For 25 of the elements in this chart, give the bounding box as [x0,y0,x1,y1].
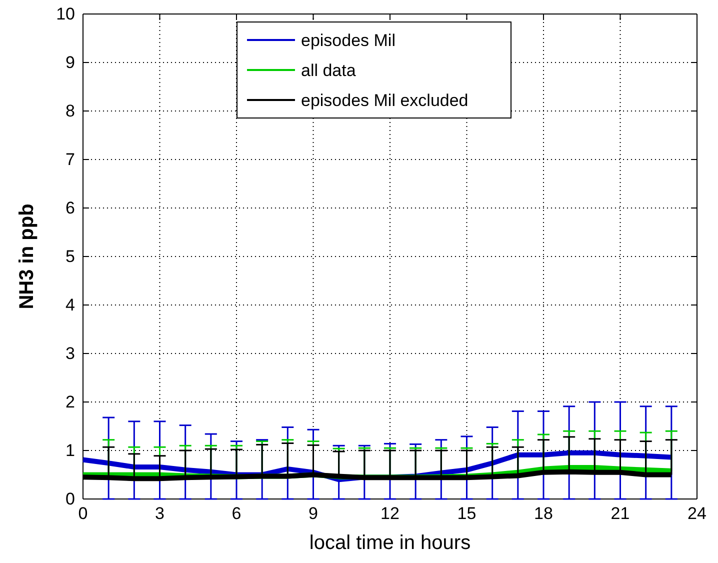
y-tick-label: 3 [66,344,75,363]
x-tick-label: 6 [232,504,242,524]
x-tick-label: 15 [457,504,476,524]
x-tick-label: 0 [78,504,88,524]
x-tick-label: 3 [155,504,164,524]
x-tick-label: 12 [380,504,400,524]
y-tick-label: 5 [66,246,75,266]
legend-label: all data [301,61,356,80]
y-tick-label: 0 [66,489,75,508]
x-tick-label: 18 [534,504,553,524]
y-tick-label: 8 [66,101,75,120]
y-tick-label: 4 [66,295,75,314]
y-tick-label: 2 [66,392,75,412]
legend-label: episodes Mil [301,31,396,50]
y-tick-label: 9 [66,52,75,72]
y-tick-label: 6 [66,198,75,218]
legend-label: episodes Mil excluded [301,91,468,110]
y-tick-label: 7 [66,150,75,169]
y-axis-title: NH3 in ppb [16,204,38,310]
x-tick-label: 21 [610,504,630,524]
x-tick-label: 9 [308,504,318,524]
x-axis-title: local time in hours [309,532,471,554]
y-tick-label: 1 [66,440,75,460]
y-tick-label: 10 [56,4,75,24]
x-tick-label: 24 [688,504,706,524]
